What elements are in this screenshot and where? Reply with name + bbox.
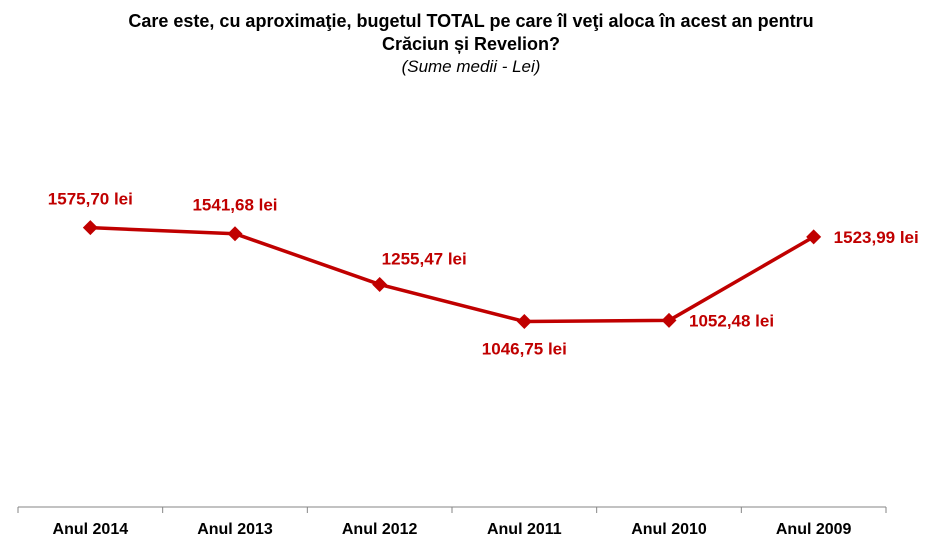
series-line — [90, 225, 815, 324]
x-tick-label: Anul 2010 — [631, 521, 707, 538]
x-tick-label: Anul 2009 — [776, 521, 852, 538]
data-label: 1575,70 lei — [48, 190, 133, 209]
x-tick-label: Anul 2011 — [487, 521, 562, 538]
x-tick-label: Anul 2013 — [197, 521, 273, 538]
x-tick-label: Anul 2012 — [342, 521, 418, 538]
x-tick-label: Anul 2014 — [53, 521, 129, 538]
data-point-marker — [227, 226, 243, 242]
data-point-marker — [806, 229, 822, 245]
chart-title-line-2: Crăciun și Revelion? — [381, 34, 561, 54]
data-label: 1046,75 lei — [482, 339, 567, 358]
data-label: 1541,68 lei — [192, 196, 277, 215]
data-point-marker — [82, 220, 98, 236]
data-label: 1052,48 lei — [689, 311, 774, 330]
chart-title-line-1: Care este, cu aproximaţie, bugetul TOTAL… — [128, 11, 814, 31]
data-point-marker — [516, 313, 532, 329]
data-point-marker — [661, 312, 677, 328]
chart-title-block: Care este, cu aproximaţie, bugetul TOTAL… — [0, 10, 942, 78]
chart-subtitle: (Sume medii - Lei) — [401, 57, 541, 76]
data-label: 1255,47 lei — [382, 249, 467, 268]
data-label: 1523,99 lei — [834, 228, 919, 247]
data-point-marker — [372, 276, 388, 292]
